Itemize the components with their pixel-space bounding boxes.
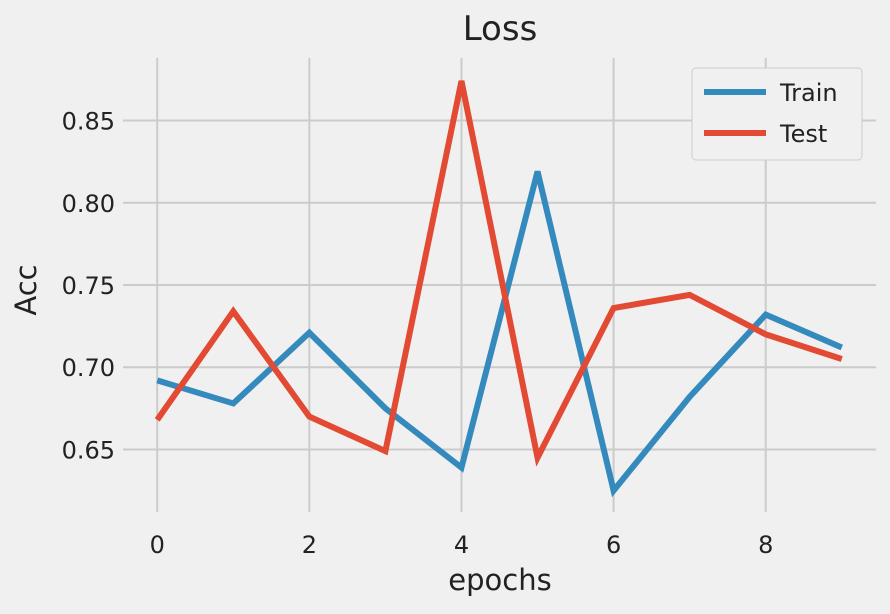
y-tick-label: 0.85 [62,108,115,136]
x-tick-label: 4 [454,531,469,559]
y-axis-ticks: 0.65 0.70 0.75 0.80 0.85 [62,108,115,465]
y-axis-title: Acc [9,264,43,315]
y-tick-label: 0.75 [62,272,115,300]
chart-title: Loss [463,9,538,49]
x-tick-label: 2 [302,531,317,559]
x-axis-ticks: 0 2 4 6 8 [150,531,774,559]
y-tick-label: 0.65 [62,436,115,464]
y-tick-label: 0.80 [62,190,115,218]
legend-label-test: Test [779,120,827,148]
legend-label-train: Train [779,79,838,107]
series-line-train [156,170,843,498]
x-tick-label: 6 [606,531,621,559]
series-line-test [154,80,843,467]
y-tick-label: 0.70 [62,354,115,382]
x-tick-label: 8 [758,531,773,559]
plot-series [154,80,843,498]
legend: Train Test [691,67,863,161]
x-tick-label: 0 [150,531,165,559]
x-axis-title: epochs [448,563,551,597]
